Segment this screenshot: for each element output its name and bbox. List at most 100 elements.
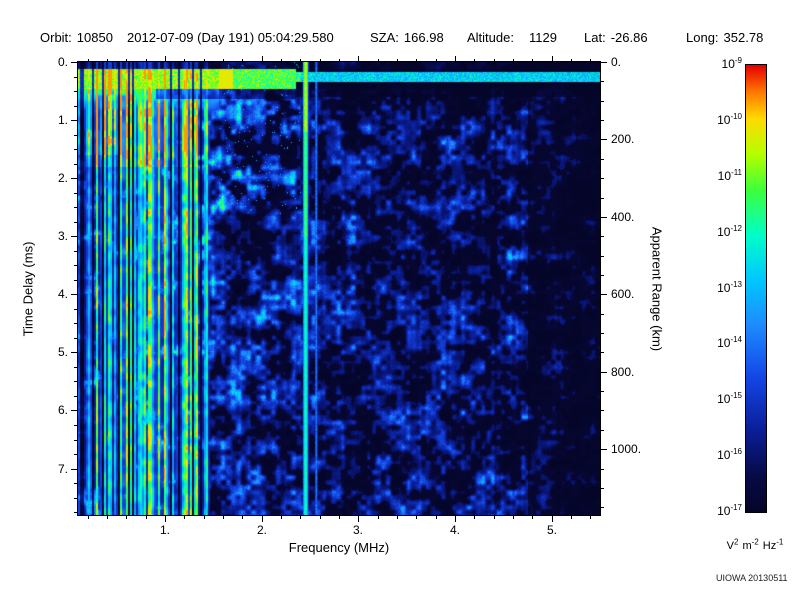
y-minor-tick xyxy=(74,381,77,382)
range-tick xyxy=(601,62,607,63)
y-minor-tick xyxy=(74,77,77,78)
range-tick-label: 600. xyxy=(611,287,635,301)
y-minor-tick xyxy=(74,106,77,107)
y-minor-tick xyxy=(74,222,77,223)
colorbar-tick-label: 10-16 xyxy=(717,447,742,463)
range-tick xyxy=(601,449,607,450)
long-label: Long: xyxy=(686,30,719,45)
y-tick xyxy=(71,410,77,411)
colorbar-unit-label: V2 m-2 Hz-1 xyxy=(726,537,788,552)
y-tick xyxy=(71,469,77,470)
range-minor-tick xyxy=(601,352,604,353)
y-minor-tick xyxy=(74,309,77,310)
colorbar-tick-label: 10-14 xyxy=(717,335,742,351)
unit-part: Hz-1 xyxy=(762,537,784,552)
unit-part: V2 xyxy=(726,537,739,552)
x-minor-tick xyxy=(281,516,282,519)
x-axis-title: Frequency (MHz) xyxy=(288,540,390,555)
range-tick-label: 1000. xyxy=(611,442,642,456)
colorbar xyxy=(745,64,767,513)
x-minor-tick xyxy=(223,516,224,519)
range-minor-tick xyxy=(601,314,604,315)
y-tick xyxy=(71,62,77,63)
y-minor-tick xyxy=(74,164,77,165)
range-tick xyxy=(601,217,607,218)
colorbar-tick-label: 10-9 xyxy=(721,56,742,72)
x-tick-label: 3. xyxy=(352,523,363,537)
y-axis-title: Time Delay (ms) xyxy=(20,241,36,337)
x-minor-tick xyxy=(300,516,301,519)
range-tick-label: 400. xyxy=(611,210,635,224)
x-tick-label: 4. xyxy=(449,523,460,537)
long-field: Long: 352.78 xyxy=(686,30,763,45)
datetime-text: 2012-07-09 (Day 191) 05:04:29.580 xyxy=(127,30,334,45)
range-minor-tick xyxy=(601,507,604,508)
orbit-label: Orbit: xyxy=(40,30,72,45)
y-tick xyxy=(71,236,77,237)
x-minor-tick xyxy=(320,516,321,519)
spectrogram-image xyxy=(78,62,600,515)
range-tick xyxy=(601,294,607,295)
x-tick xyxy=(552,516,553,522)
unit-part: m-2 xyxy=(742,537,759,552)
x-minor-tick xyxy=(204,516,205,519)
range-minor-tick xyxy=(601,236,604,237)
y-minor-tick xyxy=(74,149,77,150)
altitude-field: Altitude: 1129 xyxy=(467,30,557,45)
x-tick xyxy=(262,516,263,522)
y-minor-tick xyxy=(74,91,77,92)
y-minor-tick xyxy=(74,396,77,397)
x-minor-tick xyxy=(107,516,108,519)
x-minor-tick xyxy=(88,516,89,519)
orbit-value: 10850 xyxy=(76,30,113,45)
y-minor-tick xyxy=(74,207,77,208)
altitude-value: 1129 xyxy=(528,30,557,45)
x-minor-tick xyxy=(146,516,147,519)
x-minor-tick xyxy=(378,516,379,519)
range-tick-label: 0. xyxy=(611,55,622,69)
y-minor-tick xyxy=(74,512,77,513)
header-info: Orbit: 10850 2012-07-09 (Day 191) 05:04:2… xyxy=(0,30,800,46)
range-minor-tick xyxy=(601,275,604,276)
range-tick xyxy=(601,372,607,373)
y-tick-label: 4. xyxy=(57,287,68,301)
x-minor-tick xyxy=(494,516,495,519)
x-minor-tick xyxy=(436,516,437,519)
range-minor-tick xyxy=(601,198,604,199)
range-minor-tick xyxy=(601,391,604,392)
x-minor-tick xyxy=(416,516,417,519)
lat-field: Lat: -26.86 xyxy=(584,30,648,45)
y-tick-label: 3. xyxy=(57,229,68,243)
x-tick xyxy=(165,516,166,522)
sza-value: 166.98 xyxy=(403,30,444,45)
colorbar-tick-label: 10-12 xyxy=(717,224,742,240)
range-minor-tick xyxy=(601,101,604,102)
x-minor-tick xyxy=(474,516,475,519)
colorbar-tick-label: 10-11 xyxy=(717,168,742,184)
altitude-label: Altitude: xyxy=(467,30,514,45)
range-tick xyxy=(601,139,607,140)
watermark: UIOWA 20130511 xyxy=(716,573,788,583)
y-minor-tick xyxy=(74,135,77,136)
long-value: 352.78 xyxy=(723,30,764,45)
range-minor-tick xyxy=(601,256,604,257)
colorbar-tick-label: 10-10 xyxy=(717,112,742,128)
y-tick-label: 2. xyxy=(57,171,68,185)
y-minor-tick xyxy=(74,425,77,426)
y-tick-label: 7. xyxy=(57,462,68,476)
range-tick-label: 200. xyxy=(611,132,635,146)
y-minor-tick xyxy=(74,265,77,266)
y-minor-tick xyxy=(74,251,77,252)
range-minor-tick xyxy=(601,159,604,160)
range-minor-tick xyxy=(601,333,604,334)
y-tick xyxy=(71,352,77,353)
y-tick xyxy=(71,294,77,295)
colorbar-tick-label: 10-17 xyxy=(717,503,742,519)
x-tick-label: 5. xyxy=(546,523,557,537)
x-minor-tick xyxy=(339,516,340,519)
range-minor-tick xyxy=(601,410,604,411)
colorbar-tick-label: 10-13 xyxy=(717,280,742,296)
y-tick-label: 5. xyxy=(57,345,68,359)
x-tick xyxy=(358,516,359,522)
